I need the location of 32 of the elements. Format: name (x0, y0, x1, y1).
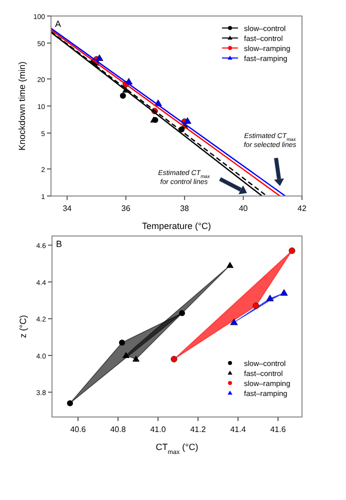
x-tick-label: 38 (180, 204, 190, 213)
point (288, 247, 296, 254)
y-axis-title: z (°C) (18, 314, 28, 338)
x-tick-label: 41.0 (150, 425, 166, 434)
x-tick-label: 40.6 (70, 425, 86, 434)
point (184, 117, 192, 124)
point (122, 352, 130, 358)
chart-title: A (55, 19, 62, 29)
x-tick-label: 41.6 (270, 425, 286, 434)
x-axis-title: Temperature (°C) (142, 221, 212, 231)
point (132, 356, 140, 362)
x-tick-label: 34 (62, 204, 72, 213)
point (170, 356, 178, 362)
point (120, 92, 126, 99)
point (119, 340, 125, 346)
x-tick-label: 41.2 (190, 425, 206, 434)
point (252, 302, 260, 310)
x-axis-title: CT$_{max}$ (°C) (156, 442, 198, 456)
x-tick-label: 40 (238, 204, 248, 213)
point (226, 262, 234, 268)
point (179, 310, 185, 316)
point (230, 318, 238, 326)
x-tick-label: 42 (298, 204, 307, 213)
point (96, 54, 104, 61)
point (266, 294, 274, 302)
point (280, 289, 288, 296)
x-tick-label: 41.4 (230, 425, 246, 434)
point (67, 400, 73, 406)
x-tick-label: 40.8 (110, 425, 126, 434)
x-tick-label: 36 (121, 204, 131, 213)
chart-title: B (56, 239, 62, 249)
y-axis-title: Knockdown time (min) (17, 61, 27, 151)
